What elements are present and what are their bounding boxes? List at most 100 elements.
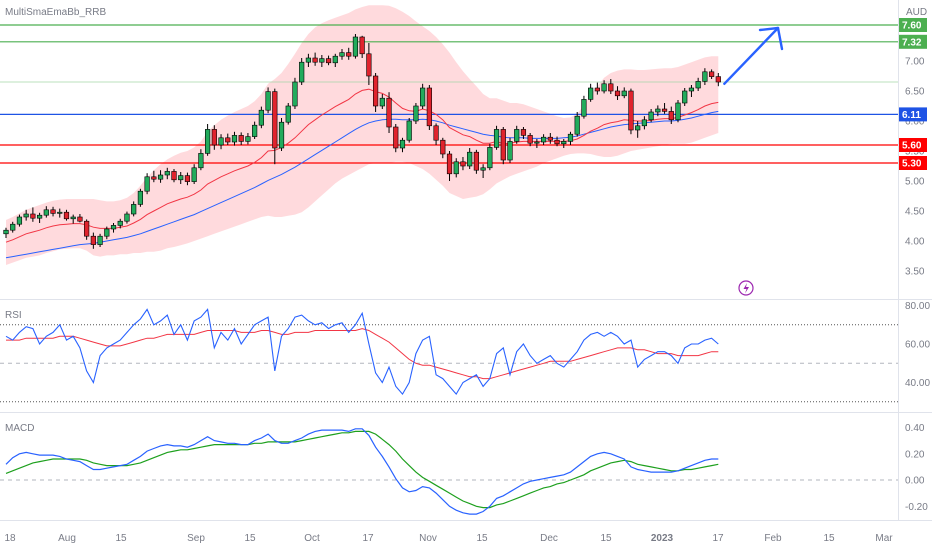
candle bbox=[191, 164, 197, 184]
candle bbox=[426, 85, 432, 130]
x-tick-label: Nov bbox=[419, 533, 437, 544]
candle bbox=[184, 172, 191, 186]
candle-body bbox=[614, 90, 621, 97]
candle bbox=[668, 106, 674, 124]
candle-body bbox=[16, 216, 23, 225]
x-tick-label: Oct bbox=[304, 533, 320, 544]
candle bbox=[97, 233, 103, 247]
candle bbox=[648, 109, 654, 123]
candle bbox=[695, 77, 701, 91]
lightning-icon[interactable] bbox=[738, 280, 754, 296]
candle bbox=[547, 133, 553, 144]
candle-body bbox=[399, 139, 406, 149]
candle bbox=[688, 85, 695, 97]
candle-body bbox=[131, 204, 137, 215]
candle-body bbox=[225, 137, 231, 143]
candle-body bbox=[211, 129, 217, 146]
candle bbox=[43, 206, 49, 218]
x-tick-label: 17 bbox=[362, 533, 374, 544]
x-tick-label: 2023 bbox=[651, 533, 674, 544]
candle-body bbox=[285, 105, 291, 123]
candle bbox=[245, 133, 251, 145]
candle-body bbox=[420, 87, 426, 107]
level-label-box bbox=[899, 138, 927, 152]
rsi-line bbox=[5, 308, 719, 396]
candle bbox=[467, 148, 473, 169]
candle-body bbox=[621, 90, 627, 97]
candle-body bbox=[668, 111, 674, 121]
candle bbox=[352, 34, 359, 59]
candle-body bbox=[601, 83, 607, 92]
macd-signal-line bbox=[5, 430, 719, 509]
candle-body bbox=[581, 99, 587, 117]
candle bbox=[661, 103, 668, 114]
candle-body bbox=[265, 91, 271, 111]
rsi-tick-label: 60.00 bbox=[905, 340, 930, 351]
price-tick-label: 4.00 bbox=[905, 237, 925, 248]
x-axis: 18 Aug 15 Sep 15 Oct 17 Nov 15 Dec 15 2023 17 Feb 15 Ma… bbox=[4, 533, 893, 544]
candle bbox=[359, 35, 365, 58]
candle bbox=[406, 118, 412, 143]
candle-body bbox=[319, 58, 325, 63]
candle-body bbox=[137, 190, 144, 205]
candle-body bbox=[715, 76, 721, 83]
candle bbox=[399, 137, 406, 153]
candle bbox=[171, 169, 177, 183]
candle-body bbox=[278, 121, 285, 149]
candle-body bbox=[332, 55, 338, 64]
macd-tick-label: 0.20 bbox=[905, 449, 925, 460]
rsi-tick-label: 40.00 bbox=[905, 378, 930, 389]
x-tick-label: Feb bbox=[764, 533, 782, 544]
level-label: 5.60 bbox=[902, 141, 922, 152]
candle bbox=[319, 55, 325, 67]
candle bbox=[682, 88, 688, 106]
candle bbox=[225, 133, 231, 145]
up-arrow bbox=[723, 26, 780, 86]
candle bbox=[110, 223, 117, 233]
candle-body bbox=[386, 97, 392, 128]
candle bbox=[594, 82, 600, 95]
candle-body bbox=[245, 136, 251, 142]
candle bbox=[708, 69, 715, 79]
candle bbox=[574, 112, 580, 137]
candle bbox=[151, 170, 157, 183]
candle bbox=[675, 100, 681, 123]
candle bbox=[413, 103, 419, 124]
candle-body bbox=[352, 36, 359, 57]
candle bbox=[420, 83, 426, 109]
candle bbox=[460, 157, 466, 171]
candle-body bbox=[144, 176, 150, 192]
level-label: 6.11 bbox=[902, 110, 921, 121]
rsi-tick-label: 80.00 bbox=[905, 301, 930, 312]
ema-line bbox=[5, 88, 719, 243]
candle-body bbox=[708, 71, 715, 77]
candle bbox=[487, 143, 493, 171]
candle bbox=[473, 149, 480, 174]
candle-body bbox=[682, 90, 688, 104]
candle-body bbox=[164, 171, 170, 176]
candle bbox=[386, 92, 392, 133]
candle-body bbox=[258, 109, 264, 126]
candle-body bbox=[84, 220, 90, 237]
candle bbox=[561, 139, 567, 148]
candle bbox=[63, 209, 70, 221]
candle bbox=[3, 227, 9, 238]
candle bbox=[393, 124, 399, 153]
candle-body bbox=[655, 108, 661, 113]
candle bbox=[84, 219, 90, 240]
candle bbox=[231, 131, 238, 146]
candle bbox=[433, 123, 439, 145]
candle bbox=[554, 136, 560, 147]
candle-body bbox=[440, 139, 446, 155]
candle bbox=[379, 94, 385, 109]
currency-label: AUD bbox=[906, 7, 927, 18]
candle bbox=[57, 208, 63, 218]
candle-body bbox=[406, 120, 412, 141]
candle bbox=[211, 125, 217, 150]
candle-body bbox=[487, 147, 493, 169]
candle-body bbox=[151, 176, 157, 180]
candle-body bbox=[540, 136, 547, 143]
candle-body bbox=[554, 139, 560, 145]
candle bbox=[446, 151, 453, 181]
